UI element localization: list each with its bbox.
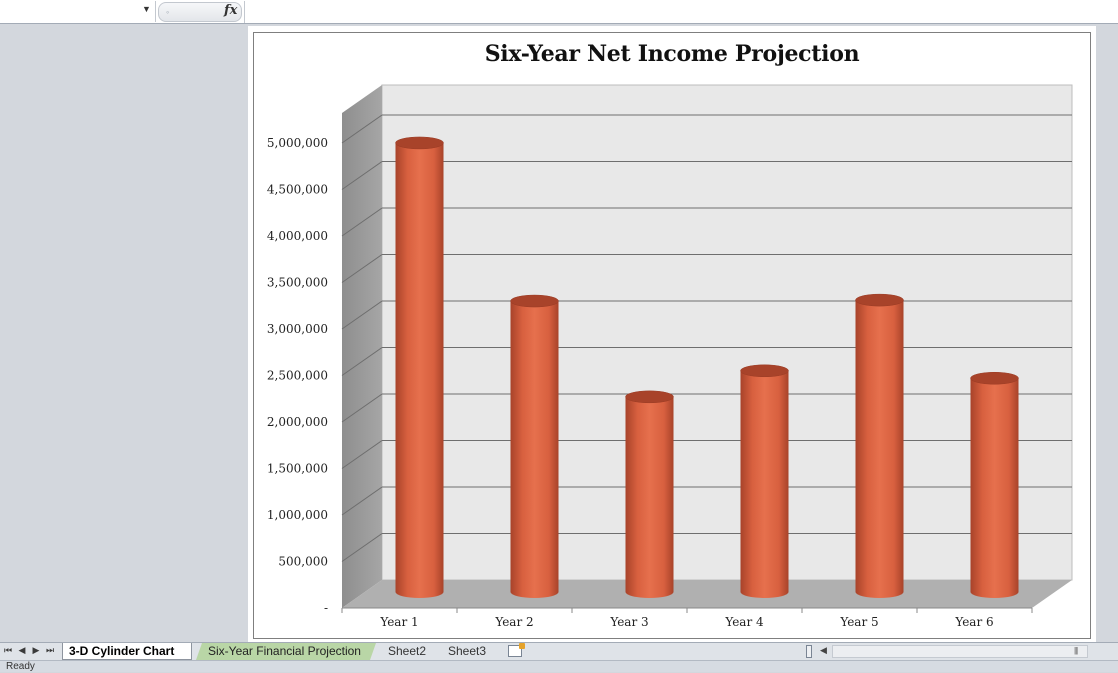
y-tick-label: 4,500,000 <box>267 183 328 197</box>
y-tick-label: 3,500,000 <box>267 276 328 290</box>
gridline-side <box>341 393 383 423</box>
gridline-side <box>341 207 383 237</box>
tab-six-year-financial-projection[interactable]: Six-Year Financial Projection <box>196 643 376 660</box>
y-tick-label: 5,000,000 <box>267 136 328 150</box>
side-wall <box>342 85 382 608</box>
y-tick-label: 3,000,000 <box>267 322 328 336</box>
y-tick-label: 1,000,000 <box>267 508 328 522</box>
insert-sheet-icon[interactable] <box>508 643 525 657</box>
horizontal-scrollbar[interactable]: ◀ ||| <box>806 644 1118 659</box>
name-box[interactable] <box>0 1 156 22</box>
formula-bar-splitter[interactable] <box>158 2 242 22</box>
scroll-left-icon[interactable]: ◀ <box>820 645 827 655</box>
name-box-dropdown-icon[interactable]: ▼ <box>142 4 151 14</box>
insert-function-icon[interactable]: fx <box>224 3 238 18</box>
sheet-tab-bar: ⏮ ◀ ▶ ⏭ 3-D Cylinder Chart Six-Year Fina… <box>0 642 1118 660</box>
y-tick-label: 500,000 <box>278 555 328 569</box>
chart-area[interactable]: Six-Year Net Income Projection - 500,000 1… <box>253 32 1091 639</box>
x-category-label: Year 4 <box>724 615 764 629</box>
gridline-side <box>341 114 383 144</box>
cylinder-bar[interactable] <box>625 390 674 598</box>
prev-sheet-icon[interactable]: ◀ <box>18 645 26 655</box>
tab-sheet3[interactable]: Sheet3 <box>448 644 487 658</box>
last-sheet-icon[interactable]: ⏭ <box>45 645 55 655</box>
first-sheet-icon[interactable]: ⏮ <box>3 645 13 655</box>
gridline-side <box>341 161 383 190</box>
gridline-side <box>341 347 383 376</box>
cylinder-bar[interactable] <box>395 136 444 598</box>
y-tick-label: 1,500,000 <box>267 462 328 476</box>
formula-bar-grip-icon: ◦ <box>166 7 170 17</box>
tab-3d-cylinder-chart[interactable]: 3-D Cylinder Chart <box>62 643 192 660</box>
scroll-track[interactable] <box>832 645 1088 658</box>
gridline-side <box>341 533 383 562</box>
y-tick-label: 4,000,000 <box>267 229 328 243</box>
cylinder-bar[interactable] <box>970 371 1019 598</box>
tab-sheet2[interactable]: Sheet2 <box>388 644 427 658</box>
chart-title[interactable]: Six-Year Net Income Projection <box>484 41 860 67</box>
gridline-side <box>341 486 383 516</box>
y-tick-label: 2,500,000 <box>267 369 328 383</box>
x-category-label: Year 3 <box>609 615 648 629</box>
x-category-label: Year 6 <box>954 615 993 629</box>
floor <box>342 580 1072 608</box>
formula-input[interactable] <box>244 1 1118 23</box>
x-category-label: Year 1 <box>379 615 418 629</box>
x-category-label: Year 2 <box>494 615 533 629</box>
status-text: Ready <box>6 661 35 672</box>
back-wall <box>381 84 1073 581</box>
cylinder-bar[interactable] <box>855 293 904 598</box>
x-category-label: Year 5 <box>839 615 878 629</box>
next-sheet-icon[interactable]: ▶ <box>32 645 40 655</box>
gridline-side <box>341 440 383 469</box>
cylinder-bar[interactable] <box>740 364 789 598</box>
cylinder-bar[interactable] <box>510 294 559 598</box>
formula-bar: ▼ ◦ fx <box>0 0 1118 24</box>
status-bar: Ready <box>0 660 1118 672</box>
y-tick-label: 2,000,000 <box>267 415 328 429</box>
y-tick-label: - <box>324 601 328 615</box>
gridline-side <box>341 300 383 330</box>
scroll-grip-icon[interactable]: ||| <box>1074 646 1078 655</box>
cylinder-chart[interactable]: - 500,000 1,000,000 1,500,000 2,000,000 2,500… <box>254 33 1092 640</box>
gridline-side <box>341 254 383 283</box>
tab-split-handle[interactable] <box>806 645 812 658</box>
